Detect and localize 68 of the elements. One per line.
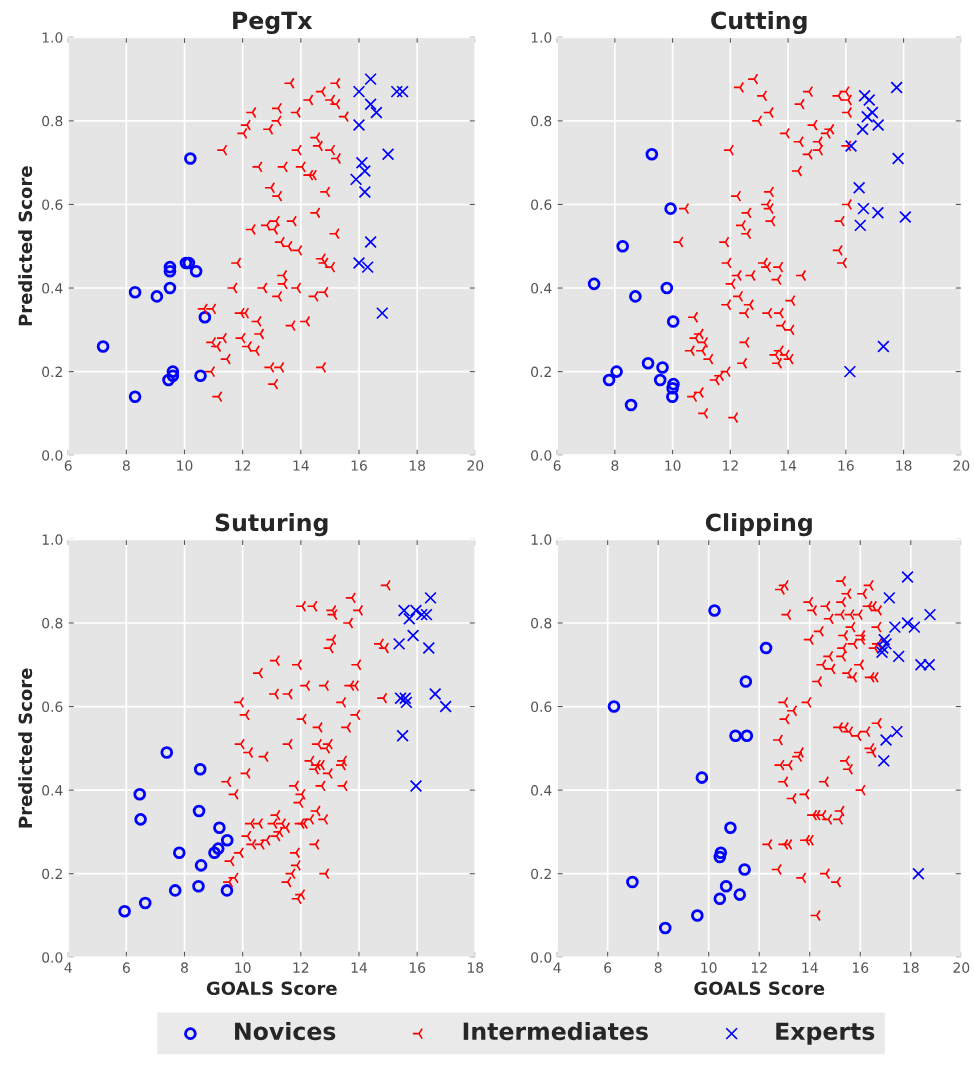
x-tick-label: 12 <box>235 460 251 471</box>
x-tick-label: 12 <box>293 962 309 973</box>
x-tick-label: 20 <box>953 460 970 471</box>
chart-title: Clipping <box>705 513 812 537</box>
y-tick-label: 0.2 <box>531 868 551 880</box>
x-tick-label: 16 <box>351 460 367 471</box>
y-tick-label: 0.6 <box>531 199 552 210</box>
y-tick-label: 1.0 <box>42 534 63 545</box>
y-axis-title: Predicted Score <box>18 166 33 326</box>
legend-label: Novices <box>235 1021 336 1041</box>
chart-title: Cutting <box>711 11 807 35</box>
x-tick-label: 10 <box>665 460 681 471</box>
x-tick-label: 4 <box>64 962 72 973</box>
y-tick-label: 0.8 <box>42 617 63 629</box>
y-tick-label: 0.2 <box>531 366 551 378</box>
x-tick-label: 12 <box>723 460 738 471</box>
x-tick-label: 20 <box>467 460 484 471</box>
y-tick-label: 0.0 <box>531 450 552 461</box>
x-tick-label: 18 <box>468 962 484 973</box>
y-tick-label: 0.0 <box>42 450 63 461</box>
y-tick-label: 0.4 <box>42 283 63 294</box>
y-tick-label: 0.4 <box>42 785 63 796</box>
y-tick-label: 1.0 <box>531 534 552 545</box>
x-axis-title: GOALS Score <box>206 981 337 996</box>
x-tick-label: 8 <box>654 962 662 973</box>
y-axis-title: Predicted Score <box>18 668 33 828</box>
y-tick-label: 0.0 <box>531 952 552 963</box>
x-tick-label: 14 <box>293 460 309 471</box>
y-tick-label: 0.8 <box>42 115 63 127</box>
y-tick-label: 0.4 <box>531 283 552 294</box>
y-tick-label: 1.0 <box>531 32 552 43</box>
y-tick-label: 1.0 <box>42 32 63 43</box>
y-tick-label: 0.0 <box>42 952 63 963</box>
x-tick-label: 4 <box>553 962 561 973</box>
x-tick-label: 16 <box>852 962 869 973</box>
x-tick-label: 8 <box>122 460 130 471</box>
y-tick-label: 0.8 <box>531 115 552 127</box>
x-tick-label: 16 <box>409 962 426 973</box>
x-tick-label: 10 <box>235 962 251 973</box>
x-tick-label: 20 <box>953 962 970 973</box>
x-tick-label: 18 <box>903 962 919 973</box>
x-tick-label: 14 <box>351 962 368 973</box>
x-tick-label: 14 <box>802 962 818 973</box>
x-axis-title: GOALS Score <box>694 981 825 996</box>
x-tick-label: 16 <box>838 460 854 471</box>
y-tick-label: 0.2 <box>42 868 62 880</box>
x-tick-label: 6 <box>122 962 130 973</box>
x-tick-label: 6 <box>553 460 561 471</box>
x-tick-label: 10 <box>701 962 717 973</box>
x-tick-label: 6 <box>604 962 612 973</box>
y-tick-label: 0.4 <box>531 785 552 796</box>
x-tick-label: 6 <box>64 460 72 471</box>
x-tick-label: 14 <box>780 460 797 471</box>
x-tick-label: 18 <box>409 460 426 471</box>
x-tick-label: 10 <box>177 460 193 471</box>
x-tick-label: 12 <box>751 962 767 973</box>
chart-title: PegTx <box>233 11 313 35</box>
y-tick-label: 0.6 <box>42 701 63 713</box>
legend-label: Intermediates <box>463 1021 648 1041</box>
y-tick-label: 0.6 <box>42 199 63 210</box>
y-tick-label: 0.2 <box>42 366 62 378</box>
y-tick-label: 0.6 <box>531 701 552 713</box>
y-tick-label: 0.8 <box>531 617 552 629</box>
legend-label: Experts <box>776 1022 875 1045</box>
chart-title: Suturing <box>215 513 328 537</box>
x-tick-label: 18 <box>896 460 912 471</box>
x-tick-label: 8 <box>181 962 188 973</box>
x-tick-label: 8 <box>611 460 619 471</box>
